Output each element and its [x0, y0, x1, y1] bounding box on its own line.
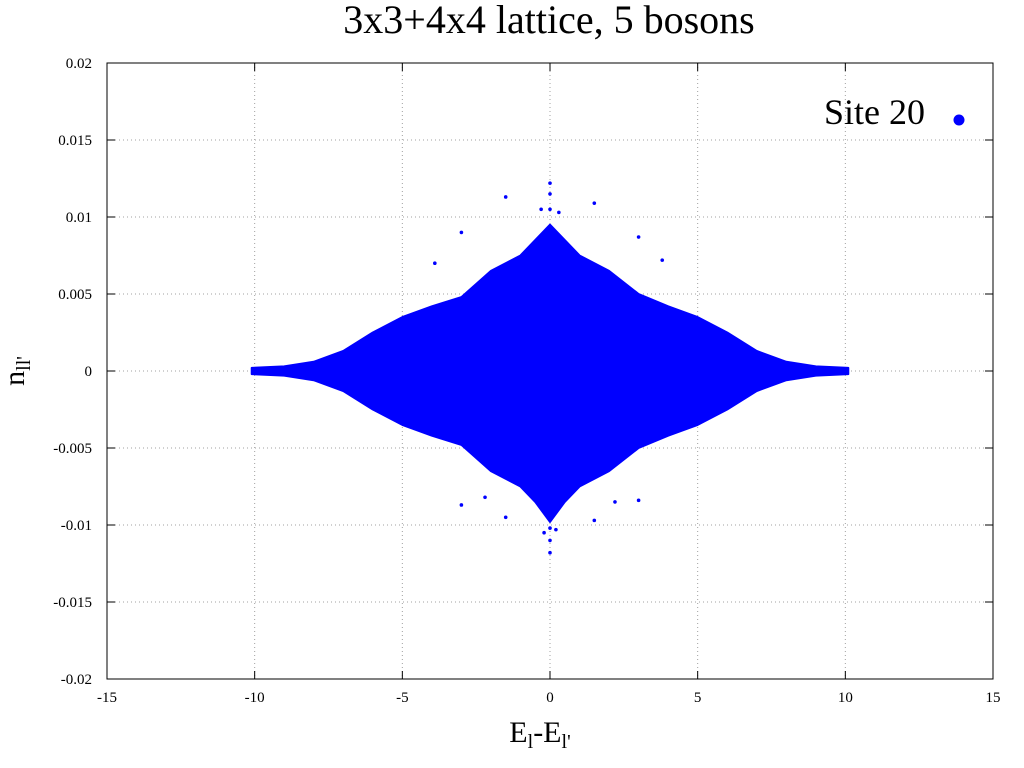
scatter-point	[557, 210, 561, 215]
x-tick-label: 15	[986, 690, 1001, 706]
x-tick-label: 0	[546, 690, 554, 706]
x-tick-label: 5	[694, 690, 702, 706]
y-label-sub: ll'	[13, 356, 35, 371]
scatter-point	[459, 503, 464, 507]
x-label-sub1: l	[528, 731, 534, 753]
y-tick-label: 0.01	[66, 210, 92, 226]
scatter-point	[548, 526, 552, 530]
scatter-point	[539, 207, 543, 212]
y-tick-label: 0.015	[58, 133, 92, 149]
y-tick-label: 0.005	[58, 287, 92, 303]
scatter-point	[542, 530, 546, 535]
scatter-point	[548, 538, 552, 543]
y-tick-label: -0.015	[53, 595, 92, 611]
x-label-sub2: l'	[562, 731, 571, 753]
scatter-point	[592, 201, 597, 205]
chart-title: 3x3+4x4 lattice, 5 bosons	[343, 0, 754, 42]
scatter-point	[660, 258, 665, 262]
x-tick-labels: -15 -10 -5 0 5 10 15	[97, 690, 1001, 706]
scatter-point	[592, 518, 597, 523]
x-tick-label: -15	[97, 690, 117, 706]
x-axis-label: El-El'	[509, 716, 570, 753]
y-tick-label: -0.02	[61, 672, 92, 688]
y-tick-label: 0.02	[66, 56, 92, 72]
scatter-point	[548, 550, 552, 555]
scatter-point	[548, 192, 552, 196]
scatter-point	[636, 235, 641, 239]
x-tick-label: -10	[245, 690, 265, 706]
scatter-point	[613, 500, 617, 504]
x-tick-label: 10	[838, 690, 853, 706]
axis-ticks	[106, 62, 994, 680]
y-tick-label: -0.005	[53, 441, 92, 457]
scatter-point	[483, 495, 487, 500]
scatter-point	[433, 261, 437, 266]
x-label-main: E	[509, 716, 527, 749]
series-site-20	[250, 181, 850, 555]
y-tick-label: 0	[85, 364, 93, 380]
scatter-point-cloud	[250, 223, 850, 523]
scatter-point	[548, 207, 552, 212]
x-label-mid: -E	[533, 716, 561, 749]
legend-marker	[953, 114, 965, 126]
legend: Site 20	[824, 92, 965, 132]
scatter-point	[459, 230, 464, 235]
y-label-main: n	[0, 371, 31, 386]
y-tick-labels: 0.02 0.015 0.01 0.005 0 -0.005 -0.01 -0.015 -0.0…	[53, 56, 92, 688]
x-tick-label: -5	[396, 690, 409, 706]
scatter-point	[503, 515, 508, 520]
scatter-point	[636, 498, 641, 503]
y-tick-label: -0.01	[61, 518, 92, 534]
scatter-point	[554, 527, 558, 532]
scatter-point	[548, 181, 552, 185]
legend-label: Site 20	[824, 92, 925, 132]
scatter-point	[503, 195, 508, 199]
y-axis-label: nll'	[0, 356, 35, 386]
